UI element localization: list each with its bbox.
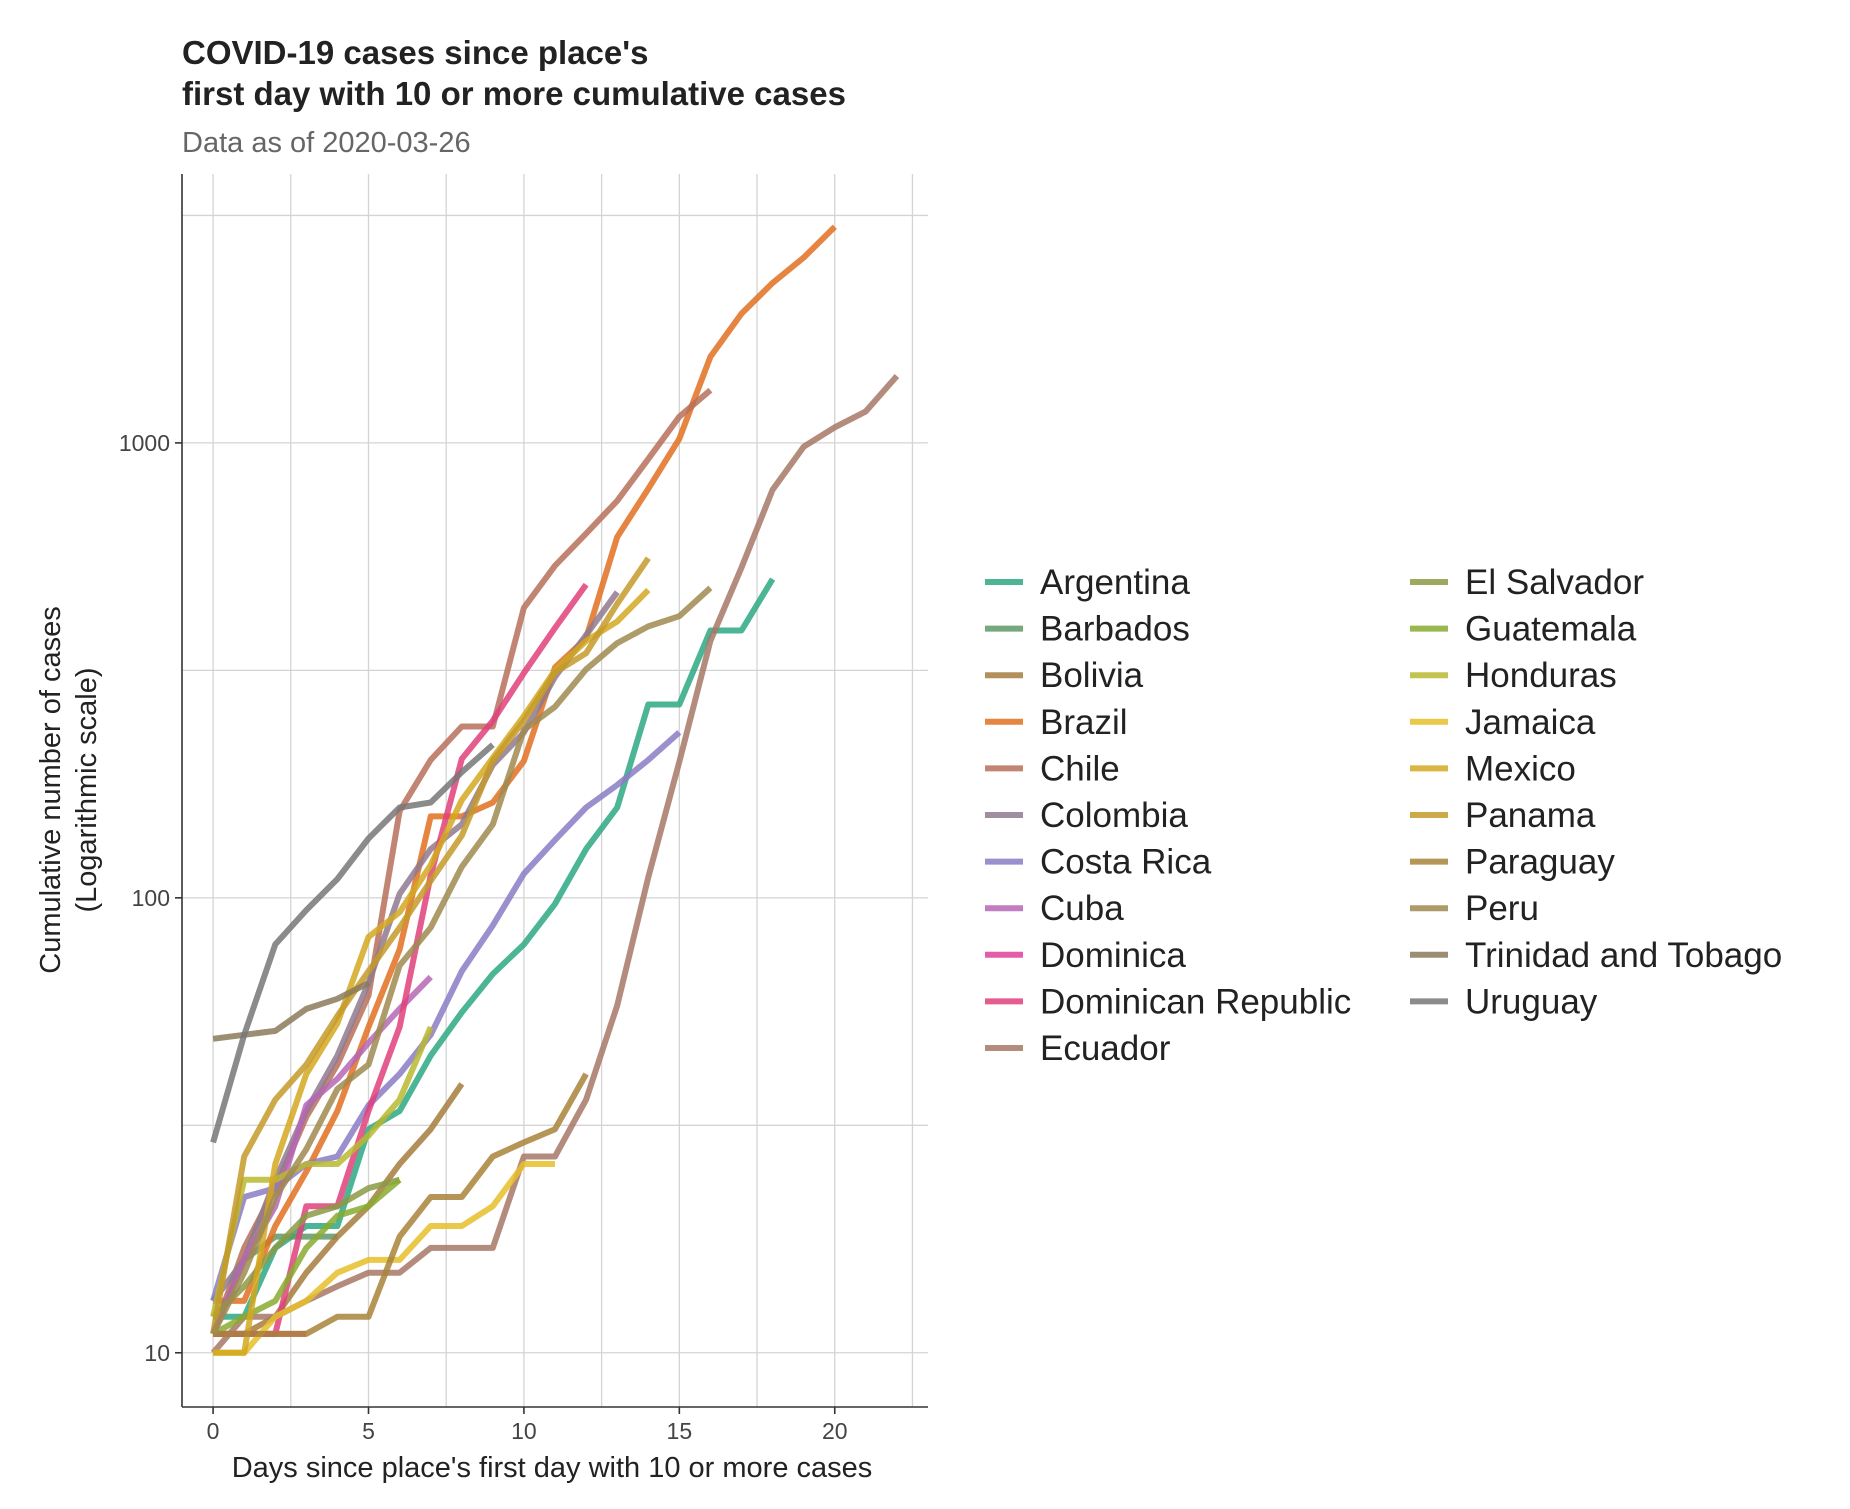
series-line-panama [210,556,651,1335]
y-tick-label: 100 [132,885,170,911]
y-axis-title-line1: Cumulative number of cases [35,606,67,974]
grid [182,174,928,1407]
x-tick-label: 0 [207,1418,220,1444]
legend-label-mexico: Mexico [1465,749,1576,788]
x-tick-label: 5 [362,1418,375,1444]
x-ticks: 0 5 10 15 20 [207,1407,848,1444]
legend-label-panama: Panama [1465,796,1596,835]
series-line-el-salvador [210,1176,401,1319]
legend: Argentina Barbados Bolivia Brazil Chile Colom… [985,563,1782,1068]
x-tick-label: 15 [667,1418,693,1444]
series-lines [210,224,900,1356]
legend-label-trinidad-and-tobago: Trinidad and Tobago [1465,936,1782,975]
legend-label-ecuador: Ecuador [1040,1029,1171,1068]
axes [181,174,928,1408]
legend-label-dominica: Dominica [1040,936,1186,975]
legend-label-brazil: Brazil [1040,703,1128,742]
x-tick-label: 20 [822,1418,848,1444]
legend-label-el-salvador: El Salvador [1465,563,1644,602]
legend-label-chile: Chile [1040,749,1120,788]
series-line-paraguay [213,1072,589,1337]
chart-title: COVID-19 cases since place's [182,34,648,71]
legend-label-dominican-republic: Dominican Republic [1040,982,1351,1021]
series-line-ecuador [210,374,900,1355]
x-axis-title: Days since place's first day with 10 or … [232,1452,873,1484]
series-line-brazil [213,224,837,1304]
series-line-honduras [210,1025,434,1318]
series-line-bolivia [213,1082,465,1337]
series-line-trinidad-and-tobago [212,980,370,1042]
legend-label-cuba: Cuba [1040,889,1124,928]
chart-title-line2: first day with 10 or more cumulative cas… [182,75,846,112]
y-axis-title: Cumulative number of cases (Logarithmic … [35,606,103,974]
legend-label-paraguay: Paraguay [1465,843,1615,882]
legend-label-uruguay: Uruguay [1465,982,1598,1021]
series-line-colombia [210,590,620,1303]
series-line-cuba [210,974,433,1336]
y-ticks: 10 100 1000 [119,430,182,1366]
y-tick-label: 10 [144,1340,170,1366]
legend-label-colombia: Colombia [1040,796,1188,835]
series-line-uruguay [210,742,495,1144]
legend-label-peru: Peru [1465,889,1539,928]
legend-label-guatemala: Guatemala [1465,610,1637,649]
series-line-mexico [213,587,651,1356]
series-line-jamaica [213,1161,555,1356]
chart-subtitle: Data as of 2020-03-26 [182,127,471,159]
x-tick-label: 10 [511,1418,537,1444]
series-line-argentina [213,577,776,1320]
legend-label-barbados: Barbados [1040,610,1190,649]
legend-label-costa-rica: Costa Rica [1040,843,1212,882]
legend-label-bolivia: Bolivia [1040,656,1144,695]
y-tick-label: 1000 [119,430,170,456]
legend-label-argentina: Argentina [1040,563,1190,602]
legend-label-honduras: Honduras [1465,656,1617,695]
legend-label-jamaica: Jamaica [1465,703,1596,742]
series-line-peru [210,585,713,1336]
y-axis-title-line2: (Logarithmic scale) [71,668,103,913]
series-line-guatemala [211,1177,402,1337]
